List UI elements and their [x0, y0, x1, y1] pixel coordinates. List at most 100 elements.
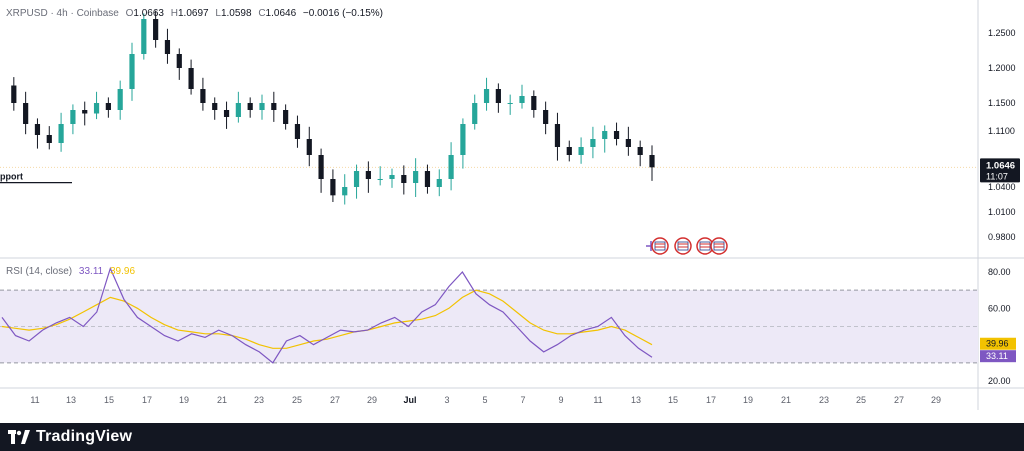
time-tick-label: 11 [30, 395, 39, 405]
footer-bar: TradingView [0, 423, 1024, 451]
price-tick-label: 1.2500 [988, 28, 1016, 38]
candle-body [365, 171, 371, 179]
chart-area[interactable]: 1.2500 1.2000 1.1500 1.1100 1.0400 1.0100 0.98… [0, 0, 1024, 423]
rsi-ma-value: 39.96 [110, 266, 136, 277]
rsi-tick-label: 80.00 [988, 267, 1011, 277]
time-tick-label: 27 [894, 395, 904, 405]
time-tick-label: 13 [66, 395, 76, 405]
candle-body [82, 110, 88, 114]
time-tick-label: 23 [819, 395, 829, 405]
time-tick-label: 7 [520, 395, 525, 405]
price-badge-value: 1.0646 [986, 160, 1015, 171]
rsi-header: RSI (14, close) 33.11 39.96 [6, 266, 135, 277]
candle-body [117, 89, 123, 110]
low-value: 1.0598 [220, 8, 252, 19]
time-tick-label: 21 [217, 395, 227, 405]
open-value: 1.0663 [133, 8, 164, 19]
candle-body [93, 103, 100, 114]
candle-body [613, 131, 620, 139]
change-value: −0.0016 (−0.15%) [302, 8, 383, 19]
candle-body [436, 179, 442, 187]
time-tick-label: 19 [743, 395, 753, 405]
tradingview-wordmark: TradingView [36, 428, 133, 445]
candle-body [141, 19, 147, 54]
time-tick-label: 9 [558, 395, 563, 405]
rsi-value: 33.11 [78, 266, 104, 277]
candle-body [318, 155, 324, 179]
time-tick-label: 25 [292, 395, 302, 405]
chart-canvas[interactable]: 1.2500 1.2000 1.1500 1.1100 1.0400 1.0100 0.98… [0, 0, 1024, 423]
rsi-value-badge-value: 33.11 [986, 351, 1008, 361]
us-flag-event-icon [654, 241, 666, 251]
candle-body [23, 103, 29, 124]
price-badge [980, 158, 1020, 183]
time-tick-label: 13 [631, 395, 641, 405]
time-tick-label: 23 [254, 395, 264, 405]
symbol-name[interactable]: XRPUSD · 4h · Coinbase [6, 8, 119, 19]
candle-body [602, 131, 608, 139]
time-tick-label: 25 [856, 395, 866, 405]
candle-body [519, 96, 525, 103]
time-tick-label: 15 [104, 395, 114, 405]
candle-body [34, 124, 41, 135]
rsi-ma-badge-value: 39.96 [986, 339, 1009, 349]
candle-body [460, 124, 466, 155]
candle-body [330, 179, 336, 196]
candle-body [294, 124, 301, 139]
candle-body [401, 175, 407, 183]
time-tick-label: 15 [668, 395, 678, 405]
tradingview-logo[interactable]: TradingView [8, 428, 132, 446]
candle-body [424, 171, 431, 187]
candle-body [188, 68, 194, 89]
price-tick-label: 1.0100 [988, 207, 1016, 217]
candle-body [377, 179, 383, 180]
price-badge-countdown: 11:07 [986, 171, 1008, 181]
price-tick-label: 1.0400 [988, 182, 1016, 192]
candle-body [413, 171, 419, 183]
price-tick-label: 1.1500 [988, 98, 1016, 108]
rsi-tick-label: 60.00 [988, 303, 1011, 313]
candle-body [70, 110, 76, 124]
candle-body [200, 89, 206, 103]
candle-body [637, 147, 643, 155]
candle-body [105, 103, 111, 110]
candle-body [507, 103, 513, 104]
low-label: L [215, 8, 221, 19]
candle-body [625, 139, 631, 147]
candle-body [212, 103, 218, 110]
rsi-tick-label: 20.00 [988, 376, 1011, 386]
rsi-ma-line [1, 289, 653, 349]
time-tick-label: 27 [330, 395, 340, 405]
time-tick-label: 17 [706, 395, 716, 405]
candle-body [472, 103, 478, 124]
candle-body [129, 54, 135, 89]
candle-body [495, 89, 501, 103]
candle-body [649, 155, 655, 168]
time-tick-label: 3 [444, 395, 449, 405]
candle-body [590, 139, 596, 147]
candle-body [11, 85, 17, 103]
open-label: O [125, 8, 134, 19]
candle-body [247, 103, 253, 110]
candle-body [566, 147, 572, 155]
candle-body [483, 89, 490, 103]
rsi-line [1, 266, 653, 364]
candle-body [306, 139, 312, 155]
candle-body [153, 19, 159, 40]
candle-body [353, 171, 360, 187]
candle-body [176, 54, 182, 68]
time-tick-label: 21 [781, 395, 791, 405]
rsi-band [0, 290, 978, 363]
time-tick-label: 19 [179, 395, 189, 405]
time-tick-label: Jul [403, 395, 416, 405]
candle-body [448, 155, 454, 179]
price-tick-label: 0.9800 [988, 232, 1016, 242]
rsi-label[interactable]: RSI (14, close) [6, 266, 73, 277]
candle-body [283, 110, 289, 124]
tradingview-logo-icon [8, 430, 30, 444]
candle-body [259, 103, 265, 110]
time-tick-label: 29 [367, 395, 377, 405]
candle-body [46, 135, 52, 143]
close-value: 1.0646 [265, 8, 297, 19]
candle-body [531, 96, 537, 110]
